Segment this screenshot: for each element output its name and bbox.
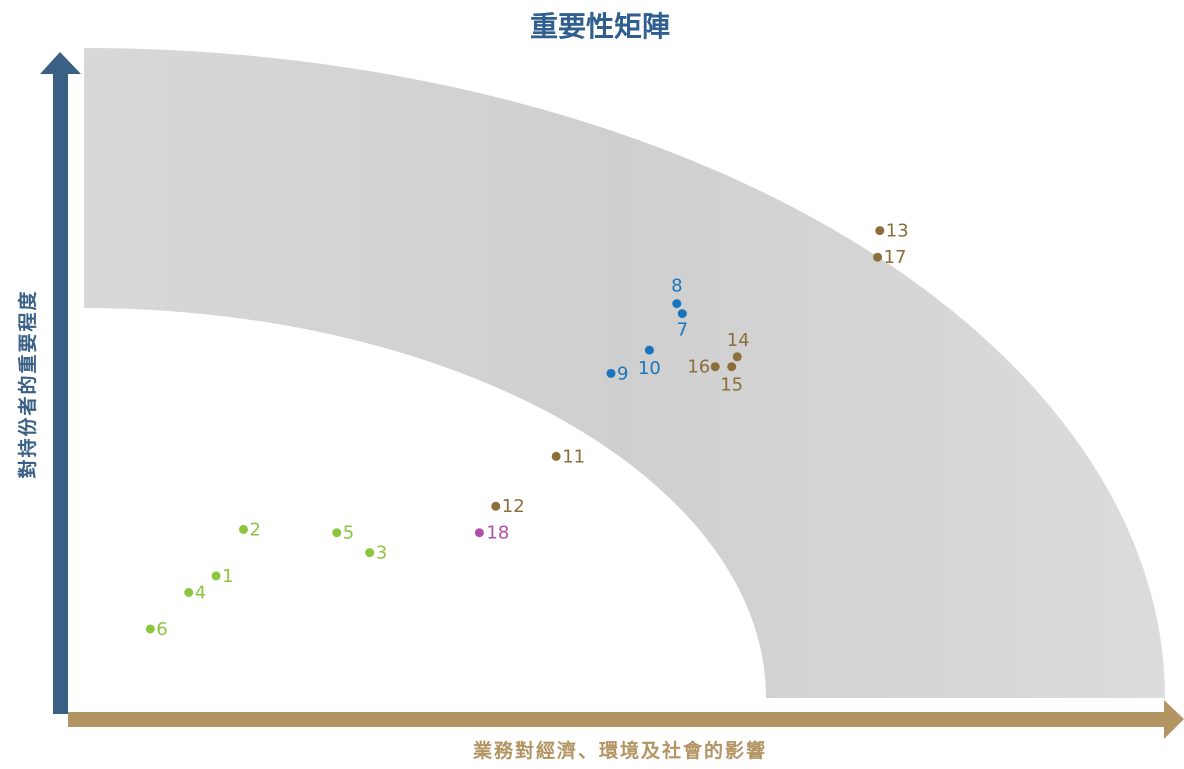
data-point-label-10: 10 [638,358,661,379]
data-point-9 [606,368,616,378]
y-axis-label: 對持份者的重要程度 [16,289,39,478]
data-point-label-15: 15 [720,375,743,396]
data-point-11 [551,451,561,461]
data-point-label-4: 4 [195,583,206,604]
data-point-12 [491,501,501,511]
x-axis-label: 業務對經濟、環境及社會的影響 [472,739,767,762]
data-point-15 [727,362,737,372]
data-point-label-5: 5 [343,523,354,544]
x-axis-arrow [68,700,1184,739]
data-point-10 [644,345,654,355]
data-point-5 [332,528,342,538]
x-axis-arrowhead [1164,700,1184,739]
data-point-6 [145,624,155,634]
materiality-band [84,48,1165,698]
data-point-7 [677,309,687,319]
data-point-label-12: 12 [502,496,525,517]
chart-title: 重要性矩陣 [530,10,670,43]
data-point-8 [672,299,682,309]
data-point-label-18: 18 [486,523,509,544]
data-point-label-3: 3 [376,543,387,564]
data-point-label-11: 11 [562,446,585,467]
y-axis-arrow [40,52,81,714]
data-point-label-2: 2 [250,519,261,540]
data-point-3 [365,548,375,558]
data-point-label-7: 7 [677,320,688,341]
x-axis-shaft [68,712,1166,727]
data-point-16 [710,362,720,372]
data-point-17 [873,252,883,262]
data-point-label-6: 6 [156,619,167,640]
data-point-label-9: 9 [617,363,628,384]
data-point-18 [474,528,484,538]
data-point-label-1: 1 [222,566,233,587]
y-axis-shaft [53,72,68,714]
data-point-2 [239,524,248,534]
data-point-label-16: 16 [687,357,710,378]
data-point-13 [875,226,885,236]
data-point-label-17: 17 [884,247,907,268]
data-point-label-13: 13 [886,221,909,242]
data-point-label-14: 14 [727,330,750,351]
data-point-1 [211,571,221,581]
y-axis-arrowhead [40,52,81,74]
data-point-label-8: 8 [671,276,682,297]
data-point-14 [732,352,742,362]
data-point-4 [184,588,194,597]
